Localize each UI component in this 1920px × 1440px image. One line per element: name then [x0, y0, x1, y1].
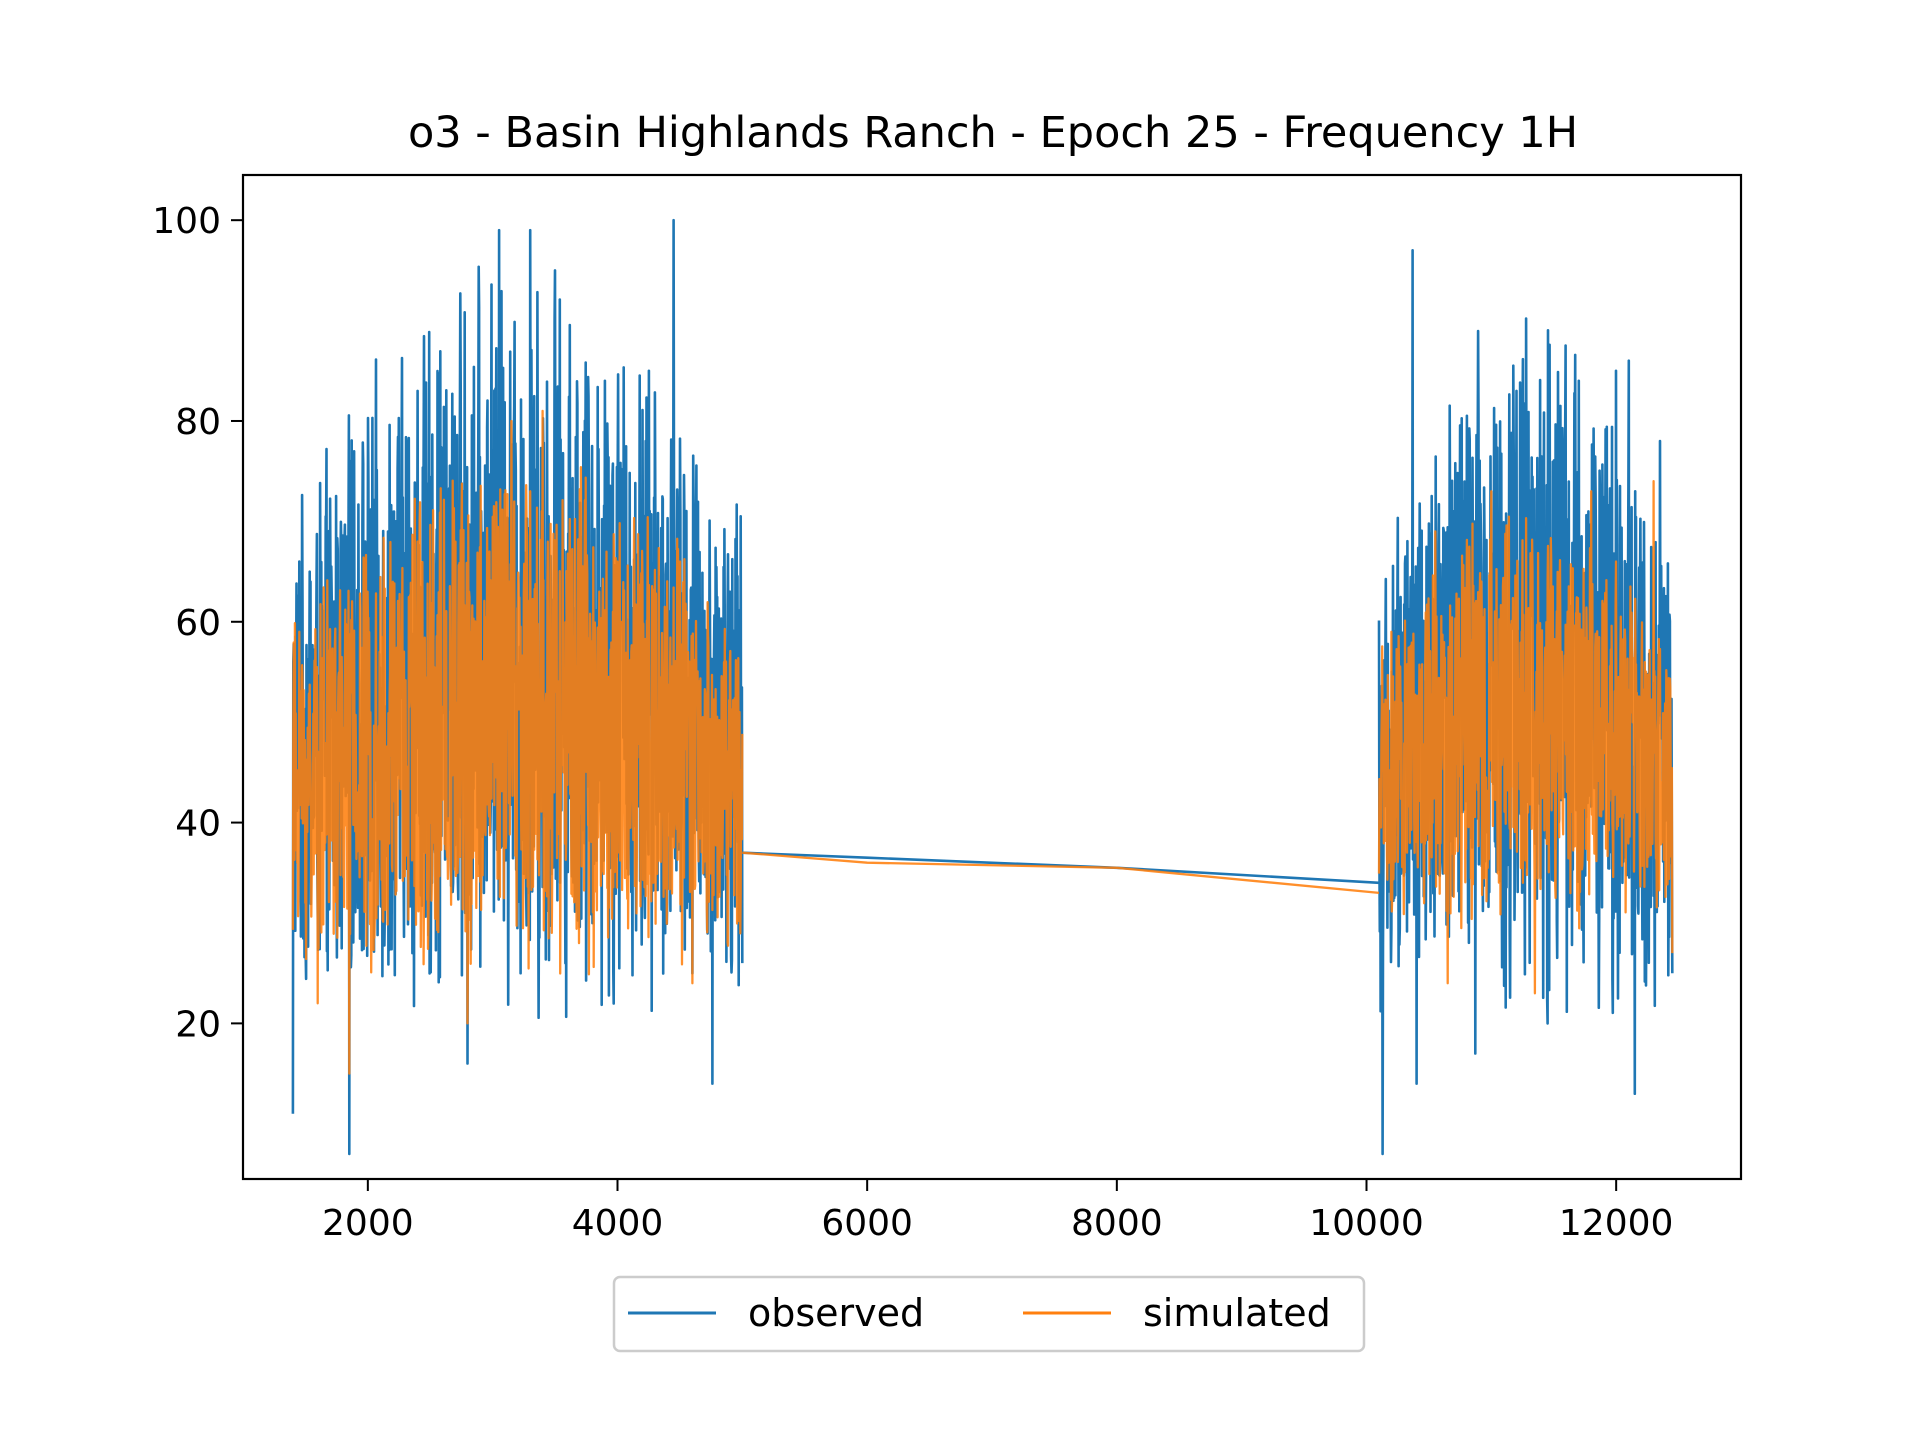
legend-frame — [612, 1275, 1366, 1353]
x-tick-label: 8000 — [1071, 1203, 1163, 1244]
chart-title: o3 - Basin Highlands Ranch - Epoch 25 - … — [408, 108, 1578, 158]
y-tick-label: 40 — [175, 804, 221, 845]
y-tick-label: 80 — [175, 402, 221, 443]
y-axis: 20 40 60 80 100 — [152, 201, 243, 1045]
x-tick-label: 10000 — [1309, 1203, 1424, 1244]
legend: observed simulated — [612, 1275, 1366, 1353]
x-tick-label: 4000 — [572, 1203, 664, 1244]
x-tick-label: 6000 — [821, 1203, 913, 1244]
observed-line-segment-1 — [742, 851, 1380, 885]
y-tick-label: 100 — [152, 201, 221, 242]
series-layer — [291, 218, 1674, 1156]
series-simulated — [291, 409, 1674, 1075]
simulated-line-segment-0 — [291, 409, 744, 1075]
legend-observed-label: observed — [748, 1291, 924, 1335]
plot-frame — [241, 173, 1743, 1181]
x-axis: 2000 4000 6000 8000 10000 12000 — [322, 1179, 1673, 1244]
legend-simulated-label: simulated — [1143, 1291, 1331, 1335]
simulated-line-segment-1 — [742, 851, 1380, 895]
x-tick-label: 12000 — [1559, 1203, 1674, 1244]
y-tick-label: 20 — [175, 1004, 221, 1045]
y-tick-label: 60 — [175, 603, 221, 644]
simulated-line-segment-2 — [1377, 480, 1674, 995]
x-tick-label: 2000 — [322, 1203, 414, 1244]
